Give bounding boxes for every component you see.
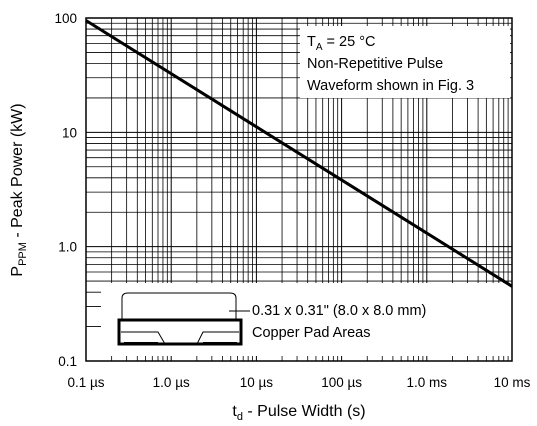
conditions-line-3: Waveform shown in Fig. 3 [307, 78, 474, 94]
y-axis-title: PPPM - Peak Power (kW) [9, 103, 29, 276]
x-tick-label: 10 ms [494, 375, 531, 390]
x-tick-labels: 0.1 µs 1.0 µs 10 µs 100 µs 1.0 ms 10 ms [67, 375, 530, 390]
conditions-annotation: TA = 25 °C Non-Repetitive Pulse Waveform… [300, 26, 510, 98]
x-tick-label: 1.0 ms [407, 375, 448, 390]
x-axis-title: td - Pulse Width (s) [232, 403, 365, 423]
conditions-box [300, 26, 510, 98]
pad-annotation: 0.31 x 0.31" (8.0 x 8.0 mm) Copper Pad A… [101, 283, 521, 356]
y-tick-labels: 100 10 1.0 0.1 [54, 11, 77, 369]
y-tick-label: 1.0 [58, 240, 77, 255]
y-tick-label: 100 [54, 11, 77, 26]
plot-frame [85, 17, 513, 362]
x-tick-label: 0.1 µs [67, 375, 104, 390]
x-tick-label: 1.0 µs [153, 375, 190, 390]
copper-pad-outline-icon [117, 292, 243, 346]
x-tick-label: 10 µs [240, 375, 274, 390]
pad-line-2: Copper Pad Areas [252, 325, 371, 341]
conditions-line-1: TA = 25 °C [307, 34, 375, 53]
y-tick-label: 0.1 [58, 354, 77, 369]
conditions-line-2: Non-Repetitive Pulse [307, 56, 443, 72]
y-tick-label: 10 [62, 125, 77, 140]
pad-line-1: 0.31 x 0.31" (8.0 x 8.0 mm) [252, 303, 426, 319]
series-layer [85, 19, 513, 288]
series-line [85, 19, 513, 288]
x-tick-label: 100 µs [321, 375, 362, 390]
